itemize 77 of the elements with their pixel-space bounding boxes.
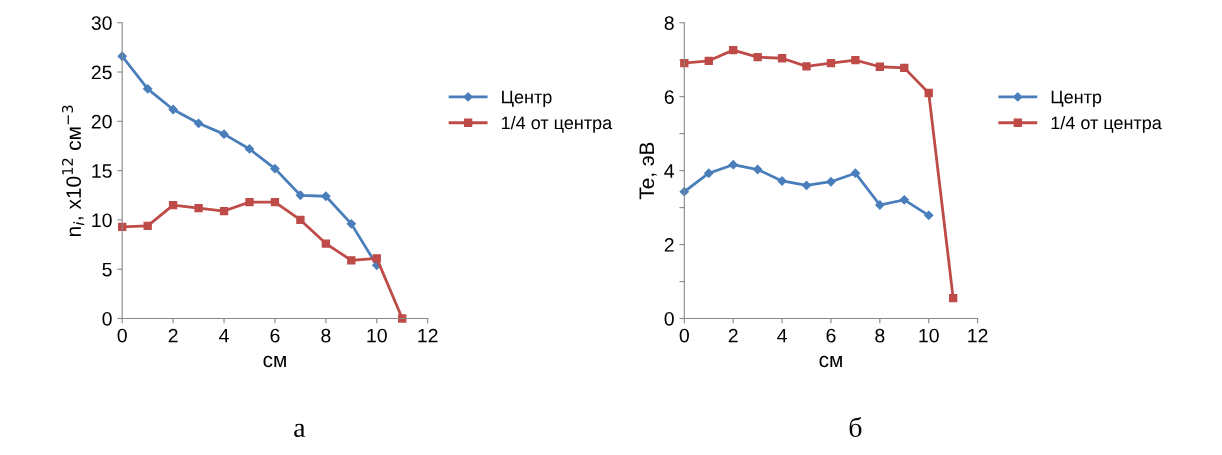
point	[168, 104, 178, 115]
x-tick-label: 8	[321, 328, 331, 343]
x-tick-label: 0	[679, 328, 689, 343]
x-tick-label: 2	[728, 328, 738, 343]
point	[143, 221, 152, 230]
point	[704, 56, 713, 65]
point	[372, 254, 381, 263]
text: б	[849, 416, 862, 438]
point	[802, 62, 811, 71]
point	[777, 54, 787, 63]
x-axis-title: см	[263, 355, 286, 368]
x-tick-label: 4	[777, 328, 787, 343]
y-tick-label: 8	[664, 16, 674, 30]
point	[194, 203, 203, 213]
legend-label: 1/4 от центра	[1051, 115, 1162, 133]
point	[875, 200, 885, 210]
y-tick-label: 20	[91, 114, 112, 129]
x-tick-label: 4	[219, 328, 229, 343]
x-tick-label: 0	[117, 328, 127, 343]
y-tick-label: 6	[664, 90, 674, 104]
point	[346, 219, 356, 229]
point	[753, 164, 763, 175]
point	[851, 55, 860, 65]
point	[143, 84, 153, 94]
y-tick-label: 2	[664, 238, 674, 252]
legend-label: Центр	[1051, 90, 1102, 107]
point	[875, 62, 885, 71]
x-tick-label: 10	[919, 328, 939, 343]
y-tick-label: 15	[92, 164, 112, 178]
y-axis-title: Te, эВ	[639, 142, 657, 200]
x-axis-title: см	[819, 355, 842, 368]
point	[296, 215, 305, 225]
x-tick-label: 2	[168, 328, 178, 343]
x-tick-label: 10	[367, 328, 387, 343]
point	[924, 210, 934, 220]
legend-label: 1/4 от центра	[501, 115, 613, 133]
y-tick-label: 25	[91, 65, 112, 80]
point	[270, 198, 280, 207]
x-tick-label: 8	[875, 328, 885, 343]
text: а	[294, 423, 306, 438]
point	[899, 195, 909, 205]
point	[245, 198, 254, 207]
point	[168, 200, 178, 210]
point	[295, 190, 306, 200]
x-tick-label: 6	[270, 328, 280, 343]
point	[270, 164, 280, 174]
point	[219, 129, 229, 139]
point	[244, 144, 255, 154]
y-tick-label: 30	[91, 16, 112, 30]
y-tick-label: 0	[102, 311, 112, 326]
point	[924, 88, 933, 98]
point	[321, 239, 331, 248]
point	[948, 293, 958, 303]
point	[850, 168, 861, 178]
point	[826, 58, 836, 68]
y-tick-label: 4	[664, 164, 675, 178]
point	[321, 191, 331, 201]
point	[193, 118, 204, 128]
x-tick-label: 12	[418, 328, 438, 343]
y-tick-label: 5	[102, 262, 112, 277]
point	[704, 168, 714, 178]
point	[347, 256, 356, 265]
x-tick-label: 6	[826, 328, 836, 343]
point	[753, 52, 762, 62]
legend-label: Центр	[502, 90, 552, 107]
point	[219, 206, 229, 216]
point	[398, 314, 407, 323]
x-tick-label: 12	[968, 328, 988, 343]
y-tick-label: 0	[664, 311, 674, 326]
point	[729, 45, 738, 55]
point	[826, 177, 836, 187]
point	[900, 63, 909, 73]
y-axis-title: n$_{i}$, x10$^{12}$ см$^{−3}$	[62, 105, 85, 237]
y-tick-label: 10	[92, 213, 112, 228]
point	[777, 176, 787, 186]
point	[728, 160, 738, 170]
point	[801, 180, 812, 191]
